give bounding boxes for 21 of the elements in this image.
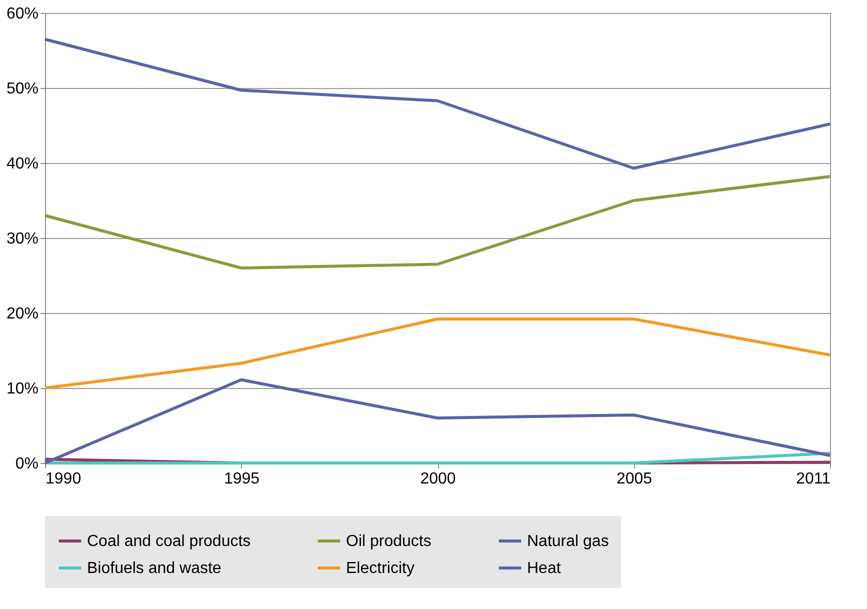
y-tick-label: 60%	[6, 6, 38, 22]
x-tick-label: 2000	[420, 470, 456, 488]
line-series	[44, 38, 832, 170]
x-tick-label: 2005	[616, 470, 652, 488]
line-series	[44, 175, 832, 270]
legend-label: Heat	[527, 560, 562, 577]
x-tick-label: 1990	[46, 470, 82, 488]
legend-label: Biofuels and waste	[87, 560, 222, 577]
y-tick-label: 0%	[15, 456, 38, 472]
y-tick-label: 30%	[6, 230, 38, 248]
y-tick-label: 50%	[6, 80, 38, 98]
legend-label: Coal and coal products	[87, 533, 251, 550]
legend-label: Electricity	[346, 560, 414, 577]
line-series	[44, 318, 832, 390]
legend-label: Oil products	[346, 533, 432, 550]
y-tick-label: 20%	[6, 306, 38, 322]
y-tick-label: 40%	[6, 156, 38, 172]
x-tick-label: 1995	[224, 470, 260, 488]
y-tick-label: 10%	[6, 380, 38, 398]
x-tick-label: 2011	[796, 470, 831, 488]
legend-label: Natural gas	[527, 533, 609, 550]
